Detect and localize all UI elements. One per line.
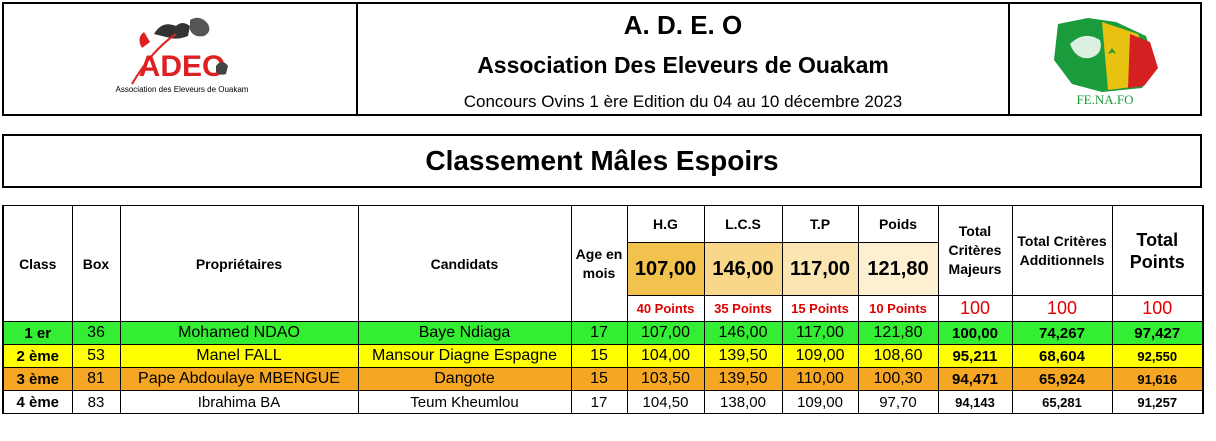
candidate-cell: Mansour Diagne Espagne	[357, 344, 572, 368]
candidate-cell: Dangote	[357, 367, 572, 391]
age-cell: 15	[570, 367, 628, 391]
age-cell: 17	[570, 390, 628, 414]
ref-hg: 107,00	[626, 242, 705, 296]
lcs-cell: 138,00	[703, 390, 783, 414]
ranking-table: Class Box Propriétaires Candidats Age en…	[2, 205, 1204, 414]
header-row-1: Class Box Propriétaires Candidats Age en…	[2, 205, 1204, 322]
tp-cell: 110,00	[781, 367, 859, 391]
owner-cell: Pape Abdoulaye MBENGUE	[119, 367, 359, 391]
lcs-cell: 139,50	[703, 367, 783, 391]
col-age: Age en mois	[570, 205, 628, 322]
hg-cell: 104,50	[626, 390, 705, 414]
ref-tp: 117,00	[781, 242, 859, 296]
candidate-cell: Baye Ndiaga	[357, 321, 572, 345]
rank-cell: 1 er	[2, 321, 73, 345]
hg-cell: 107,00	[626, 321, 705, 345]
animal-head-icon	[1070, 35, 1101, 59]
candidate-cell: Teum Kheumlou	[357, 390, 572, 414]
weight-total-major: 100	[937, 295, 1013, 322]
page-title: Classement Mâles Espoirs	[425, 145, 779, 176]
ram-silhouette-icon	[154, 23, 190, 39]
col-box: Box	[71, 205, 121, 322]
adeo-logo-box: ADEO Association des Eleveurs de Ouakam	[2, 2, 358, 116]
poids-cell: 121,80	[857, 321, 939, 345]
poids-cell: 100,30	[857, 367, 939, 391]
title-box: Classement Mâles Espoirs	[2, 134, 1202, 188]
association-name: Association Des Eleveurs de Ouakam	[477, 52, 889, 78]
table-row: 2 ème 53 Manel FALL Mansour Diagne Espag…	[2, 344, 1204, 368]
hen-silhouette-icon	[216, 62, 228, 75]
poids-cell: 97,70	[857, 390, 939, 414]
contest-edition: Concours Ovins 1 ère Edition du 04 au 10…	[463, 92, 903, 111]
hg-cell: 103,50	[626, 367, 705, 391]
total-major-cell: 100,00	[937, 321, 1013, 345]
table-row: 4 ème 83 Ibrahima BA Teum Kheumlou 17 10…	[2, 390, 1204, 414]
weight-lcs: 35 Points	[703, 295, 783, 322]
total-additional-cell: 65,924	[1011, 367, 1113, 391]
total-points-cell: 97,427	[1111, 321, 1204, 345]
weight-tp: 15 Points	[781, 295, 859, 322]
hg-cell: 104,00	[626, 344, 705, 368]
col-owners: Propriétaires	[119, 205, 359, 322]
red-horn-icon	[139, 32, 150, 48]
col-candidates: Candidats	[357, 205, 572, 322]
star-icon	[1108, 48, 1116, 54]
owner-cell: Mohamed NDAO	[119, 321, 359, 345]
ref-lcs: 146,00	[703, 242, 783, 296]
col-poids: Poids	[857, 205, 939, 243]
col-class: Class	[2, 205, 73, 322]
table-row: 1 er 36 Mohamed NDAO Baye Ndiaga 17 107,…	[2, 321, 1204, 345]
lcs-cell: 146,00	[703, 321, 783, 345]
age-cell: 15	[570, 344, 628, 368]
rank-cell: 2 ème	[2, 344, 73, 368]
box-cell: 83	[71, 390, 121, 414]
fenafo-logo-caption: FE.NA.FO	[1076, 92, 1133, 107]
col-total-points: Total Points	[1111, 205, 1204, 296]
weight-total-points: 100	[1111, 295, 1204, 322]
total-points-cell: 91,257	[1111, 390, 1204, 414]
header-center: A. D. E. O Association Des Eleveurs de O…	[356, 2, 1010, 116]
cow-silhouette-icon	[190, 17, 210, 37]
fenafo-logo: FE.NA.FO	[1054, 18, 1158, 107]
lcs-cell: 139,50	[703, 344, 783, 368]
total-additional-cell: 65,281	[1011, 390, 1113, 414]
total-additional-cell: 68,604	[1011, 344, 1113, 368]
weight-total-additional: 100	[1011, 295, 1113, 322]
rank-cell: 3 ème	[2, 367, 73, 391]
ref-poids: 121,80	[857, 242, 939, 296]
adeo-logo-caption: Association des Eleveurs de Ouakam	[116, 85, 249, 94]
weight-poids: 10 Points	[857, 295, 939, 322]
association-abbreviation: A. D. E. O	[623, 10, 743, 40]
total-major-cell: 94,471	[937, 367, 1013, 391]
weight-hg: 40 Points	[626, 295, 705, 322]
tp-cell: 117,00	[781, 321, 859, 345]
rank-cell: 4 ème	[2, 390, 73, 414]
total-points-cell: 92,550	[1111, 344, 1204, 368]
age-cell: 17	[570, 321, 628, 345]
reference-row: 107,00 146,00 117,00 121,80	[3, 242, 1203, 296]
owner-cell: Ibrahima BA	[119, 390, 359, 414]
tp-cell: 109,00	[781, 390, 859, 414]
col-lcs: L.C.S	[703, 205, 783, 243]
total-major-cell: 95,211	[937, 344, 1013, 368]
adeo-logo: ADEO Association des Eleveurs de Ouakam	[116, 17, 249, 94]
col-total-additional: Total Critères Additionnels	[1011, 205, 1113, 296]
total-major-cell: 94,143	[937, 390, 1013, 414]
fenafo-logo-box: FE.NA.FO	[1008, 2, 1202, 116]
owner-cell: Manel FALL	[119, 344, 359, 368]
col-hg: H.G	[626, 205, 705, 243]
total-points-cell: 91,616	[1111, 367, 1204, 391]
tp-cell: 109,00	[781, 344, 859, 368]
box-cell: 53	[71, 344, 121, 368]
total-additional-cell: 74,267	[1011, 321, 1113, 345]
box-cell: 36	[71, 321, 121, 345]
col-tp: T.P	[781, 205, 859, 243]
table-row: 3 ème 81 Pape Abdoulaye MBENGUE Dangote …	[2, 367, 1204, 391]
box-cell: 81	[71, 367, 121, 391]
col-total-major: Total Critères Majeurs	[937, 205, 1013, 296]
poids-cell: 108,60	[857, 344, 939, 368]
